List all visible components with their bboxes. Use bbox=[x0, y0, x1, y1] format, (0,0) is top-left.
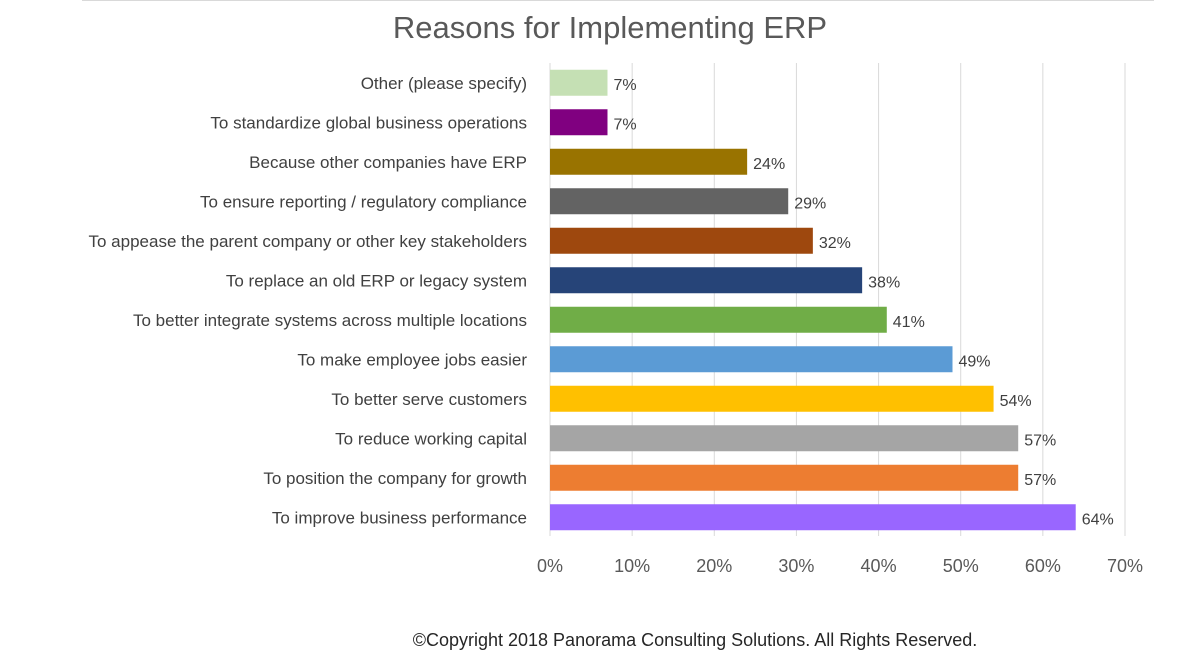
data-label: 29% bbox=[794, 195, 826, 212]
x-tick-label: 20% bbox=[696, 556, 732, 576]
bar bbox=[550, 346, 953, 373]
x-tick-label: 30% bbox=[778, 556, 814, 576]
category-label: To standardize global business operation… bbox=[210, 113, 527, 132]
category-label: To replace an old ERP or legacy system bbox=[226, 271, 527, 290]
data-label: 7% bbox=[614, 116, 637, 133]
x-tick-label: 10% bbox=[614, 556, 650, 576]
copyright-footer: ©Copyright 2018 Panorama Consulting Solu… bbox=[412, 630, 978, 650]
x-tick-label: 50% bbox=[943, 556, 979, 576]
category-label: To improve business performance bbox=[272, 508, 527, 527]
bar bbox=[550, 109, 608, 136]
gridlines bbox=[549, 63, 1126, 536]
data-label: 7% bbox=[614, 77, 637, 94]
category-label: Other (please specify) bbox=[361, 74, 527, 93]
data-label: 49% bbox=[959, 353, 991, 370]
data-label: 54% bbox=[1000, 393, 1032, 410]
x-tick-label: 70% bbox=[1107, 556, 1143, 576]
x-tick-label: 60% bbox=[1025, 556, 1061, 576]
data-label: 57% bbox=[1024, 432, 1056, 449]
bar bbox=[550, 188, 789, 215]
axis-tick-labels: 0% 10% 20% 30% 40% 50% 60% 70% bbox=[537, 556, 1143, 576]
category-label: To ensure reporting / regulatory complia… bbox=[200, 192, 527, 211]
category-label: To better integrate systems across multi… bbox=[133, 311, 527, 330]
data-label: 41% bbox=[893, 314, 925, 331]
bar bbox=[550, 69, 608, 96]
bar bbox=[550, 385, 994, 412]
data-label: 32% bbox=[819, 235, 851, 252]
data-labels: 7% 7% 24% 29% 32% 38% 41% 49% 54% 57% 57% 64% bbox=[614, 77, 1114, 529]
x-tick-label: 40% bbox=[861, 556, 897, 576]
data-label: 38% bbox=[868, 274, 900, 291]
data-label: 24% bbox=[753, 156, 785, 173]
category-labels: Other (please specify) To standardize glo… bbox=[89, 74, 528, 528]
category-label: To position the company for growth bbox=[263, 469, 527, 488]
bar bbox=[550, 148, 748, 175]
category-label: To better serve customers bbox=[331, 390, 527, 409]
bar bbox=[550, 504, 1076, 531]
chart-title: Reasons for Implementing ERP bbox=[392, 10, 828, 45]
bar bbox=[550, 267, 863, 294]
category-label: Because other companies have ERP bbox=[249, 153, 527, 172]
bar bbox=[550, 425, 1019, 452]
top-rule bbox=[82, 0, 1154, 1]
bar bbox=[550, 227, 813, 254]
data-label: 57% bbox=[1024, 472, 1056, 489]
data-label: 64% bbox=[1082, 511, 1114, 528]
category-label: To reduce working capital bbox=[335, 429, 527, 448]
category-label: To appease the parent company or other k… bbox=[89, 232, 528, 251]
bar bbox=[550, 306, 887, 333]
category-label: To make employee jobs easier bbox=[297, 350, 527, 369]
bar bbox=[550, 464, 1019, 491]
x-tick-label: 0% bbox=[537, 556, 563, 576]
bars bbox=[550, 69, 1076, 531]
